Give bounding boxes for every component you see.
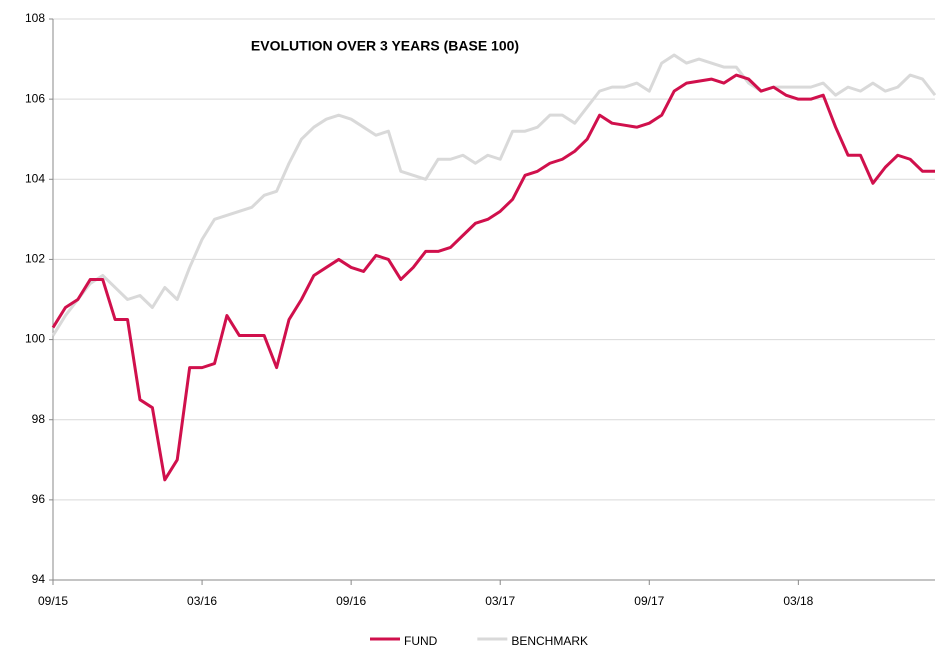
y-tick-label: 94 [32, 572, 46, 586]
legend-label: BENCHMARK [511, 634, 588, 645]
y-tick-label: 100 [25, 332, 45, 346]
y-tick-label: 106 [25, 91, 45, 105]
x-tick-label: 09/16 [336, 594, 366, 608]
x-tick-label: 09/15 [38, 594, 68, 608]
series-line [51, 73, 935, 482]
chart-title: EVOLUTION OVER 3 YEARS (BASE 100) [251, 38, 519, 54]
y-tick-label: 108 [25, 11, 45, 25]
x-tick-label: 03/17 [485, 594, 515, 608]
y-tick-label: 96 [32, 492, 46, 506]
legend-label: FUND [404, 634, 438, 645]
y-tick-label: 102 [25, 252, 45, 266]
y-tick-label: 98 [32, 412, 46, 426]
x-tick-label: 03/16 [187, 594, 217, 608]
y-tick-label: 104 [25, 171, 45, 185]
x-tick-label: 03/18 [783, 594, 813, 608]
series-line [51, 53, 936, 337]
x-tick-label: 09/17 [634, 594, 664, 608]
